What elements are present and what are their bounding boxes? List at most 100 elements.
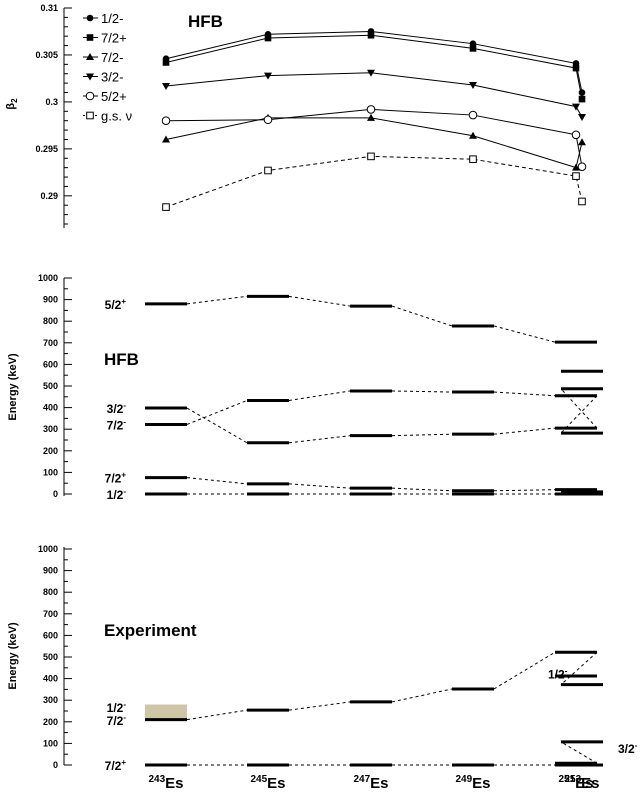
beta2-data-point [469, 131, 477, 139]
beta2-tick-label: 0.295 [35, 144, 58, 154]
beta2-data-point [264, 166, 272, 175]
exp-level-label: 7/2+ [105, 758, 127, 773]
exp-connector [560, 741, 598, 764]
hfb-level-labels: 5/2+3/2-7/2-7/2+1/2- [105, 297, 127, 502]
beta2-tick-label: 0.29 [40, 191, 58, 201]
beta2-data-point [571, 130, 581, 140]
beta2-data-point [578, 113, 586, 121]
hfb-connector [186, 477, 248, 485]
beta2-legend-label: g.s. ν [101, 109, 132, 124]
beta2-legend-entry: 7/2+ [83, 31, 127, 46]
exp-connector [493, 651, 556, 690]
hfb-level-label-spin: 5/2 [105, 298, 122, 312]
hfb-level-label-parity: + [121, 297, 126, 306]
exp-inline-label-parity: - [635, 741, 638, 750]
hfb-connector [288, 483, 351, 489]
hfb-connector [186, 400, 248, 425]
beta2-y-label: β2 [5, 98, 19, 110]
beta2-y-label-subscript: 2 [10, 98, 19, 103]
exp-level-label-parity: + [121, 758, 126, 767]
beta2-tick-label: 0.31 [40, 3, 58, 13]
isotope-label: 251Es [558, 774, 593, 792]
hfb-y-label: Energy (keV) [7, 353, 19, 421]
beta2-legend-label: 5/2+ [101, 89, 127, 104]
isotope-symbol: Es [581, 775, 599, 792]
isotope-symbol: Es [472, 775, 490, 792]
beta2-legend-entry: 3/2- [83, 70, 123, 85]
exp-level-label-parity: - [123, 700, 126, 709]
beta2-legend-marker [86, 73, 94, 81]
hfb-connector [493, 427, 556, 435]
exp-highlight-band [145, 704, 187, 720]
isotope-mass-number: 249 [455, 774, 472, 785]
exp-level-3 [555, 740, 603, 765]
hfb-level-label: 7/2+ [105, 471, 127, 486]
beta2-data-point [578, 95, 586, 103]
beta2-data-point [162, 59, 170, 66]
isotope-label: 253Es [564, 774, 599, 792]
exp-tick-label: 800 [43, 587, 58, 597]
exp-title: Experiment [104, 621, 197, 640]
hfb-tick-label: 0 [53, 489, 58, 499]
beta2-data-point [264, 72, 272, 80]
hfb-connector [391, 487, 453, 492]
hfb-connector [186, 407, 248, 444]
beta2-legend-marker [85, 91, 95, 101]
exp-tick-label: 300 [43, 695, 58, 705]
beta2-series-4 [161, 105, 587, 172]
exp-y-label: Energy (keV) [7, 622, 19, 690]
exp-levels [145, 650, 603, 767]
hfb-title: HFB [104, 350, 139, 369]
hfb-level-label: 5/2+ [105, 297, 127, 312]
hfb-level-label: 3/2- [107, 401, 127, 416]
hfb-tick-label: 300 [43, 424, 58, 434]
exp-tick-label: 900 [43, 566, 58, 576]
beta2-series-line [165, 34, 583, 100]
exp-connector [391, 688, 453, 703]
beta2-legend-entry: g.s. ν [83, 109, 132, 124]
beta2-legend: 1/2- 7/2+ 7/2- 3/2- 5/2+ g.s. ν [83, 11, 132, 124]
exp-level-label-parity: - [123, 713, 126, 722]
hfb-tick-label: 700 [43, 338, 58, 348]
hfb-connector [560, 395, 598, 434]
beta2-data-point [578, 89, 586, 96]
beta2-legend-label: 7/2+ [101, 31, 127, 46]
exp-tick-label: 700 [43, 609, 58, 619]
beta2-data-point [469, 45, 477, 52]
hfb-level-panel: 0 100 200 300 400 500 600 700 800 900 1000 Energy … [7, 273, 603, 502]
isotope-mass-number: 253 [564, 774, 581, 785]
hfb-connector [288, 435, 351, 444]
hfb-level-0 [145, 294, 597, 344]
hfb-connector [186, 295, 248, 305]
hfb-level-label: 7/2- [107, 417, 127, 432]
isotope-symbol: Es [575, 775, 593, 792]
hfb-level-3 [145, 476, 603, 494]
hfb-connector [391, 433, 453, 437]
exp-tick-label: 100 [43, 738, 58, 748]
isotope-symbol: Es [267, 775, 285, 792]
beta2-series-3 [162, 69, 586, 121]
hfb-level-1 [145, 387, 603, 445]
beta2-tick-label: 0.3 [45, 97, 58, 107]
beta2-series-5 [162, 152, 586, 211]
beta2-tick-label: 0.305 [35, 50, 58, 60]
beta2-title: HFB [188, 12, 223, 31]
hfb-tick-label: 1000 [38, 273, 58, 283]
exp-level-label-spin: 7/2 [107, 714, 124, 728]
exp-inline-level-label: 3/2- [618, 741, 638, 756]
isotope-label: 249Es [455, 774, 490, 792]
hfb-tick-label: 400 [43, 403, 58, 413]
exp-tick-label: 0 [53, 760, 58, 770]
beta2-data-point [469, 82, 477, 90]
beta2-data-point [367, 31, 375, 39]
isotope-label: 245Es [250, 774, 285, 792]
exp-level-label: 7/2- [107, 713, 127, 728]
beta2-data-point [162, 82, 170, 90]
hfb-tick-label: 200 [43, 446, 58, 456]
beta2-data-point [572, 64, 580, 72]
exp-inline-label-spin: 3/2 [618, 742, 635, 756]
hfb-level-label: 1/2- [107, 487, 127, 502]
isotope-symbol: Es [370, 775, 388, 792]
exp-level-1 [145, 650, 603, 722]
